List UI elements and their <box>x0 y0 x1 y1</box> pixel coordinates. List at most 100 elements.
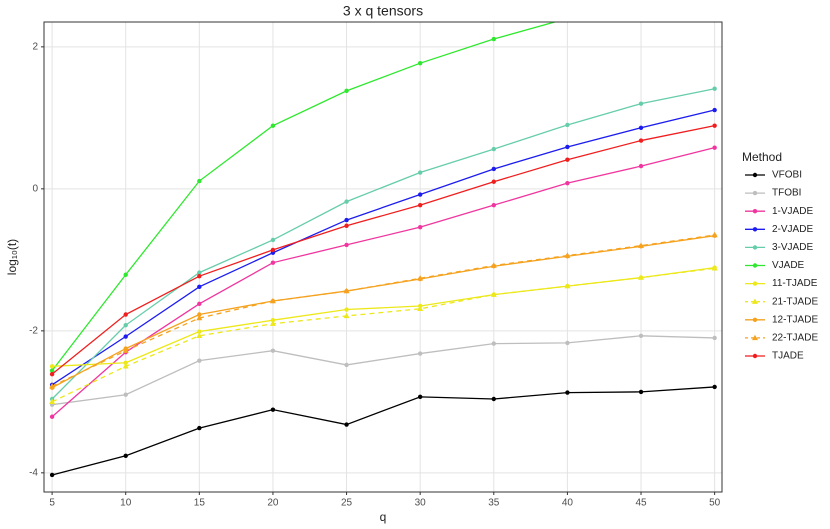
grid <box>44 22 722 492</box>
legend-marker <box>752 263 758 268</box>
marker <box>638 389 644 395</box>
marker <box>417 394 423 400</box>
marker <box>123 453 128 458</box>
marker <box>123 322 128 328</box>
y-tick-label: -4 <box>29 467 38 478</box>
marker <box>638 101 644 106</box>
marker <box>712 86 717 91</box>
y-tick-label: 2 <box>32 41 38 52</box>
marker <box>270 407 276 412</box>
plot-area <box>49 16 718 478</box>
legend: VFOBI TFOBI 1-VJADE 2-VJADE 3-VJADE VJADE 11-T… <box>745 170 818 362</box>
marker <box>197 284 202 290</box>
marker <box>417 192 423 197</box>
series-line <box>51 22 558 371</box>
legend-label: TJADE <box>772 351 804 362</box>
y-axis-title: log₁₀(t) <box>5 239 19 275</box>
x-tick-label: 45 <box>635 498 647 509</box>
marker <box>270 237 276 243</box>
marker <box>564 252 571 258</box>
legend-marker <box>752 245 758 250</box>
marker <box>270 348 276 353</box>
series-line <box>51 109 715 386</box>
legend-label: 3-VJADE <box>772 242 813 253</box>
legend-marker <box>752 317 758 322</box>
marker <box>565 144 570 150</box>
marker <box>197 301 202 307</box>
y-tick-label: -2 <box>29 325 38 336</box>
marker <box>417 202 423 208</box>
marker <box>49 368 55 373</box>
marker <box>344 223 349 228</box>
legend-marker <box>752 172 758 178</box>
marker <box>638 333 644 339</box>
marker <box>344 88 349 94</box>
legend-label: VFOBI <box>772 170 802 181</box>
marker <box>490 291 497 297</box>
legend-marker <box>752 298 758 304</box>
marker <box>197 273 202 279</box>
marker <box>344 307 349 312</box>
marker <box>564 282 571 289</box>
marker <box>565 16 569 20</box>
marker <box>491 396 496 402</box>
marker <box>712 123 717 128</box>
marker <box>712 145 717 150</box>
marker <box>565 340 570 346</box>
marker <box>123 334 128 339</box>
marker <box>269 297 276 304</box>
marker <box>417 305 424 312</box>
marker <box>491 202 496 208</box>
x-tick-label: 5 <box>49 498 55 509</box>
series-line <box>51 235 715 389</box>
marker <box>491 36 496 42</box>
series-line <box>51 125 715 375</box>
marker <box>197 178 202 184</box>
series-line <box>52 335 715 406</box>
x-tick-label: 35 <box>488 498 500 509</box>
marker <box>712 107 717 113</box>
marker <box>417 224 423 230</box>
marker <box>565 390 570 395</box>
marker <box>49 383 56 389</box>
marker <box>491 179 496 184</box>
marker <box>49 414 55 419</box>
legend-label: 12-TJADE <box>772 314 818 325</box>
marker <box>197 270 202 275</box>
marker <box>123 272 128 277</box>
series-line <box>51 267 715 403</box>
marker <box>711 231 718 238</box>
marker <box>491 166 496 172</box>
marker <box>343 287 350 294</box>
marker <box>196 314 203 321</box>
marker <box>197 358 202 363</box>
legend-marker <box>752 334 758 341</box>
legend-label: 21-TJADE <box>772 296 818 307</box>
marker <box>197 329 202 334</box>
marker <box>344 199 349 204</box>
marker <box>638 242 645 248</box>
series-line <box>51 234 715 387</box>
marker <box>491 341 496 346</box>
legend-marker <box>752 227 758 232</box>
marker <box>123 312 128 317</box>
marker <box>638 163 644 169</box>
marker <box>343 312 350 319</box>
x-tick-label: 40 <box>562 498 574 509</box>
legend-label: 22-TJADE <box>772 333 818 344</box>
legend-label: VJADE <box>772 260 805 271</box>
series-line <box>51 88 715 400</box>
marker <box>712 335 717 341</box>
marker <box>49 398 56 405</box>
marker <box>565 157 570 162</box>
marker <box>417 275 424 281</box>
x-tick-label: 15 <box>194 498 206 509</box>
marker <box>344 422 349 427</box>
marker <box>196 332 203 339</box>
marker <box>49 472 55 478</box>
marker <box>270 260 276 265</box>
marker <box>417 351 423 356</box>
legend-label: 11-TJADE <box>772 278 818 289</box>
